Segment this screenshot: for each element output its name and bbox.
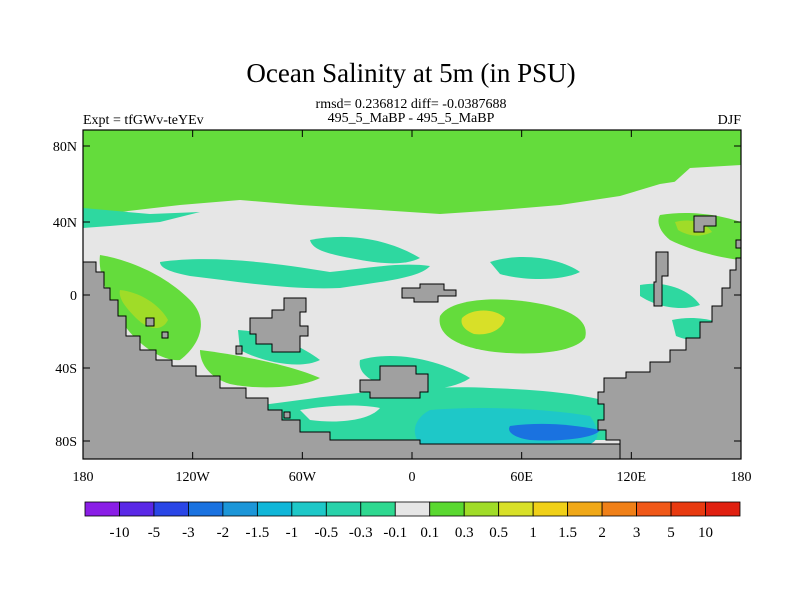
lon-tick-label: 60W [289,470,317,485]
lon-tick-label: 180 [731,470,752,485]
land-small-1 [145,317,155,327]
colorbar-swatch [429,501,465,517]
land-central-island [249,297,309,353]
land-west-continent [83,261,621,459]
colorbar-swatch [119,501,155,517]
colorbar-swatch [498,501,534,517]
colorbar-swatch [256,501,293,517]
colorbar-label: -0.3 [349,525,373,541]
south-atlantic-peak [461,310,505,335]
colorbar-swatch [394,501,431,517]
colorbar-swatch [532,501,569,517]
colorbar-swatch [360,501,396,517]
colorbar-swatch [463,501,500,517]
left-label: Expt = tfGWv-teYEv [83,113,204,128]
colorbar-label: -1 [286,525,299,541]
land-east-island-2 [653,251,669,307]
pacific-negative-band [160,259,430,289]
land-equatorial [401,283,457,303]
colorbar-label: -10 [109,525,129,541]
colorbar-label: -5 [148,525,161,541]
lat-tick-label: 80N [53,140,77,155]
west-margin-peak [119,290,168,329]
southern-ocean-white [300,405,380,422]
map-field [83,130,741,459]
colorbar-swatch [636,501,672,517]
colorbar-label: 1.5 [558,525,577,541]
southeast-pacific-positive [200,350,320,388]
lat-tick-label: 0 [70,289,77,304]
arctic-white-patch [670,165,741,188]
colorbar-swatch [567,501,603,517]
land-small-2 [161,331,169,339]
land-southern-island [359,365,429,399]
colorbar-label: -0.5 [314,525,338,541]
colorbar-swatch [222,501,258,517]
colorbar-swatch [188,501,224,517]
north-atlantic-negative [310,236,420,264]
land-east-continent [597,257,741,459]
lat-tick-label: 40N [53,216,77,231]
lat-tick-label: 80S [55,435,77,450]
map-title: Ocean Salinity at 5m (in PSU) [246,58,575,88]
arctic-negative-patch [83,208,200,228]
land-masses [83,215,741,459]
colorbar-label: -2 [217,525,230,541]
land-east-island-1 [693,215,717,233]
colorbar-swatch [84,501,120,517]
southern-ocean-high [509,423,600,441]
colorbar-swatch [705,501,741,517]
colorbar-label: 0.3 [455,525,474,541]
lat-tick-label: 40S [55,362,77,377]
land-small-4 [283,411,291,419]
colorbar-label: 5 [667,525,675,541]
indian-negative [490,257,580,279]
colorbar-label: 2 [598,525,606,541]
colorbar: -10 -5 -3 -2 -1.5 -1 -0.5 -0.3 -0.1 0.1 0.3 0.5 1 1.5… [84,501,741,541]
colorbar-label: -1.5 [245,525,269,541]
colorbar-swatch [601,501,637,517]
land-small-5 [735,239,741,249]
colorbar-label: 1 [529,525,537,541]
stats-label: rmsd= 0.236812 diff= -0.0387688 [316,97,507,112]
center-label: 495_5_MaBP - 495_5_MaBP [328,111,495,126]
latitude-axis: 80N 40N 0 40S 80S [53,140,741,450]
lon-tick-label: 60E [510,470,533,485]
lon-tick-label: 120W [176,470,211,485]
colorbar-label: -3 [182,525,195,541]
colorbar-label: -0.1 [383,525,407,541]
colorbar-swatch [325,501,362,517]
colorbar-swatch [291,501,327,517]
colorbar-label: 10 [698,525,713,541]
lon-tick-label: 180 [73,470,94,485]
arctic-positive-band [83,130,741,218]
colorbar-swatch [153,501,189,517]
colorbar-swatch [670,501,706,517]
colorbar-label: 0.5 [489,525,508,541]
land-small-3 [235,345,243,355]
colorbar-label: 0.1 [420,525,439,541]
lon-tick-label: 120E [617,470,647,485]
right-label: DJF [718,113,742,128]
colorbar-label: 3 [633,525,641,541]
longitude-axis: 180 120W 60W 0 60E 120E 180 [73,130,752,485]
lon-tick-label: 0 [409,470,416,485]
